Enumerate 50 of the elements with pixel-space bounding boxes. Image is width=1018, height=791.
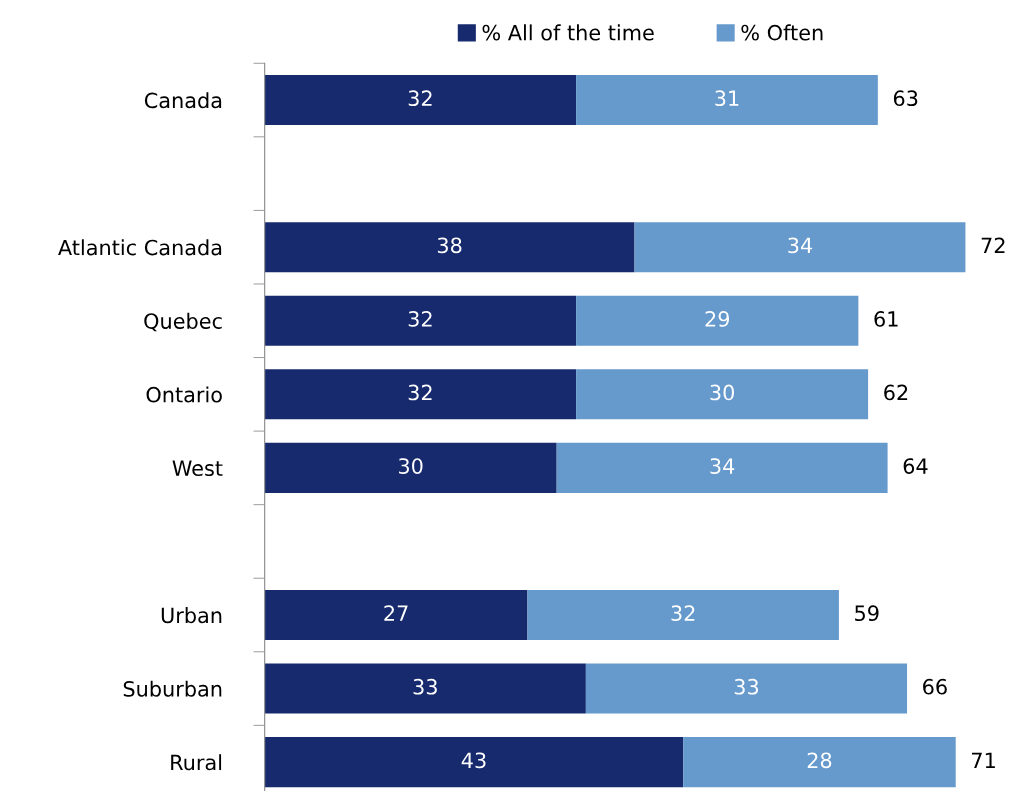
- total-label: 62: [884, 384, 908, 401]
- y-tick-label: Suburban: [123, 680, 222, 697]
- data-label: 30: [399, 458, 423, 474]
- y-tick-label: West: [172, 460, 223, 477]
- bar: [264, 663, 586, 714]
- data-label: 32: [408, 384, 432, 401]
- total-label: 72: [981, 237, 1005, 253]
- bar: [264, 589, 528, 641]
- data-label: 32: [671, 605, 695, 622]
- y-tick-label: Quebec: [144, 312, 222, 332]
- total-label: 71: [972, 752, 995, 768]
- bar: [556, 442, 888, 493]
- total-label: 61: [874, 311, 898, 327]
- bar: [264, 737, 684, 788]
- bar: [576, 295, 859, 346]
- data-label: 30: [710, 384, 734, 401]
- data-label: 43: [461, 752, 486, 769]
- bar: [264, 75, 577, 126]
- data-label: 34: [788, 237, 813, 254]
- data-label: 34: [710, 458, 735, 474]
- bar: [683, 737, 956, 788]
- total-label: 66: [923, 678, 947, 695]
- data-label: 32: [408, 311, 432, 327]
- data-label: 33: [413, 678, 437, 695]
- data-label: 38: [437, 237, 462, 254]
- y-tick-label: Atlantic Canada: [58, 239, 222, 256]
- legend-label: % Often: [741, 24, 823, 41]
- total-label: 63: [893, 90, 918, 107]
- bar: [576, 369, 869, 420]
- y-tick-label: Canada: [144, 92, 222, 109]
- y-tick-label: Rural: [171, 754, 222, 771]
- total-label: 59: [855, 605, 879, 622]
- data-label: 27: [384, 605, 408, 621]
- y-tick-label: Ontario: [146, 386, 222, 403]
- bar: [264, 369, 577, 420]
- bar: [634, 222, 966, 273]
- legend-label: % All of the time: [482, 24, 654, 41]
- total-label: 64: [903, 458, 928, 474]
- bar: [264, 295, 577, 346]
- data-label: 33: [734, 678, 759, 695]
- bar: [264, 222, 635, 273]
- data-label: 28: [807, 752, 832, 769]
- bar: [527, 589, 839, 641]
- bar: [585, 663, 908, 714]
- data-label: 29: [705, 311, 730, 327]
- data-label: 32: [408, 90, 432, 107]
- data-label: 31: [715, 90, 739, 107]
- bar: [264, 442, 557, 493]
- y-tick-label: Urban: [161, 607, 222, 624]
- bar: [576, 75, 878, 126]
